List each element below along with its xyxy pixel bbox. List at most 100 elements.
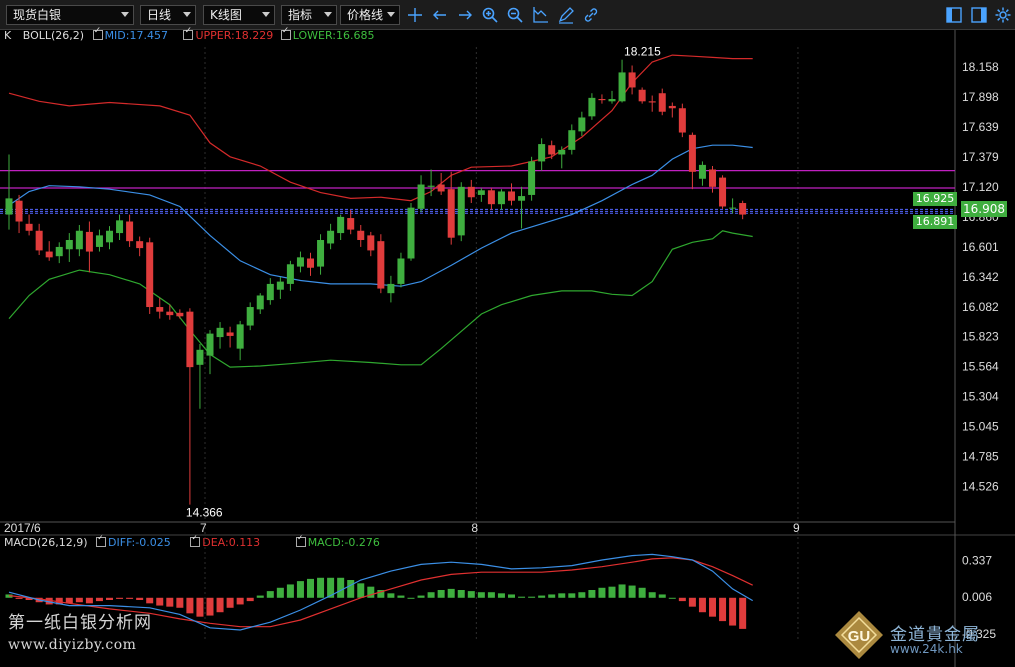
zoom-out-icon[interactable] bbox=[506, 6, 524, 24]
macd-tick-label: 0.006 bbox=[962, 590, 992, 604]
candle-body bbox=[116, 220, 124, 234]
macd-bar bbox=[327, 577, 335, 598]
candle-body bbox=[286, 264, 294, 284]
period-select[interactable]: 日线 bbox=[140, 5, 196, 25]
macd-bar bbox=[729, 597, 737, 626]
price-badge-lower: 16.891 bbox=[913, 215, 957, 229]
candle-body bbox=[457, 186, 465, 236]
crosshair-icon[interactable] bbox=[406, 6, 424, 24]
macd-bar bbox=[15, 597, 23, 599]
macd-bar bbox=[538, 595, 546, 598]
macd-bar bbox=[337, 577, 345, 598]
low-price-label: 14.366 bbox=[186, 506, 223, 520]
macd-bar bbox=[65, 597, 73, 604]
candle-body bbox=[387, 283, 395, 294]
price-tick-label: 16.601 bbox=[962, 240, 999, 254]
price-tick-label: 17.898 bbox=[962, 90, 999, 104]
lower-value: LOWER:16.685 bbox=[292, 29, 375, 42]
macd-bar bbox=[156, 597, 164, 606]
macd-bar bbox=[628, 585, 636, 598]
candle-body bbox=[45, 251, 53, 258]
candle-body bbox=[337, 216, 345, 234]
candle-body bbox=[487, 190, 495, 205]
macd-bar bbox=[367, 586, 375, 598]
price-line-select[interactable]: 价格线 bbox=[340, 5, 400, 25]
macd-bar bbox=[397, 595, 405, 598]
indicator-select[interactable]: 指标 bbox=[281, 5, 337, 25]
candle-body bbox=[85, 231, 93, 252]
candle-body bbox=[307, 258, 314, 268]
candle-body bbox=[106, 230, 113, 243]
arrow-left-icon[interactable] bbox=[431, 6, 449, 24]
product-select[interactable]: 现货白银 bbox=[6, 5, 134, 25]
candle-body bbox=[578, 117, 586, 132]
macd-bar bbox=[698, 597, 706, 613]
macd-bar bbox=[417, 595, 425, 598]
layout-right-icon[interactable] bbox=[970, 6, 988, 24]
lower-checkbox[interactable] bbox=[280, 26, 291, 40]
candle-body bbox=[266, 283, 274, 301]
macd-bar bbox=[638, 587, 646, 598]
boll-upper-line bbox=[8, 54, 753, 202]
candle-body bbox=[477, 190, 485, 195]
candle-body bbox=[377, 241, 385, 289]
macd-bar bbox=[176, 597, 184, 608]
layout-left-icon[interactable] bbox=[945, 6, 963, 24]
watermark-left-url: www.diyizby.com bbox=[8, 637, 137, 653]
diff-checkbox[interactable] bbox=[96, 533, 107, 547]
settings-icon[interactable] bbox=[994, 6, 1012, 24]
price-tick-label: 16.082 bbox=[962, 300, 999, 314]
candle-body bbox=[156, 307, 164, 312]
price-tick-label: 18.158 bbox=[962, 60, 999, 74]
candle-body bbox=[276, 281, 284, 290]
candle-body bbox=[608, 99, 616, 102]
date-tick-label: 8 bbox=[471, 521, 478, 535]
boll-mid-line bbox=[8, 144, 753, 287]
macd-bar bbox=[186, 597, 194, 614]
macd-bar bbox=[427, 592, 435, 598]
candle-body bbox=[658, 93, 666, 112]
candle-body bbox=[427, 185, 435, 187]
mid-checkbox[interactable] bbox=[92, 26, 103, 40]
macd-bar bbox=[578, 592, 586, 598]
macd-checkbox[interactable] bbox=[295, 533, 306, 547]
link-icon[interactable] bbox=[582, 6, 600, 24]
macd-bar bbox=[648, 592, 656, 598]
macd-bar bbox=[116, 597, 124, 599]
boll-label: BOLL(26,2) bbox=[22, 29, 85, 42]
macd-bar bbox=[166, 597, 174, 607]
draw-pen-icon[interactable] bbox=[557, 6, 575, 24]
macd-bar bbox=[739, 597, 747, 629]
chart-type-select[interactable]: K线图 bbox=[203, 5, 275, 25]
macd-bar bbox=[528, 596, 536, 598]
arrow-right-icon[interactable] bbox=[456, 6, 474, 24]
upper-checkbox[interactable] bbox=[183, 26, 194, 40]
candle-body bbox=[668, 105, 676, 109]
macd-bar bbox=[709, 597, 716, 617]
period-select-label: 日线 bbox=[147, 8, 172, 22]
chevron-down-icon bbox=[121, 12, 129, 17]
macd-tick-label: 0.337 bbox=[962, 553, 992, 567]
candle-body bbox=[327, 230, 335, 244]
dea-value: DEA:0.113 bbox=[202, 536, 261, 549]
watermark-left-name: 第一纸白银分析网 bbox=[8, 613, 152, 633]
candle-body bbox=[296, 257, 304, 267]
candle-body bbox=[95, 235, 103, 247]
macd-bar bbox=[719, 597, 727, 622]
boll-lower-line bbox=[8, 230, 753, 368]
axis-icon[interactable] bbox=[531, 6, 549, 24]
candle-body bbox=[347, 218, 355, 230]
chevron-down-icon bbox=[183, 12, 191, 17]
macd-bar bbox=[467, 591, 475, 598]
zoom-in-icon[interactable] bbox=[481, 6, 499, 24]
macd-bar bbox=[347, 580, 355, 598]
macd-bar bbox=[437, 590, 445, 598]
macd-bar bbox=[668, 597, 676, 599]
candle-body bbox=[508, 191, 515, 201]
macd-bar bbox=[487, 592, 495, 598]
dea-checkbox[interactable] bbox=[190, 533, 201, 547]
watermark-right-name: 金道貴金屬 bbox=[890, 625, 980, 645]
macd-bar bbox=[25, 597, 33, 600]
macd-bar bbox=[75, 597, 83, 603]
watermark-right: GU 金道貴金屬 www.24k.hk bbox=[832, 608, 1012, 664]
